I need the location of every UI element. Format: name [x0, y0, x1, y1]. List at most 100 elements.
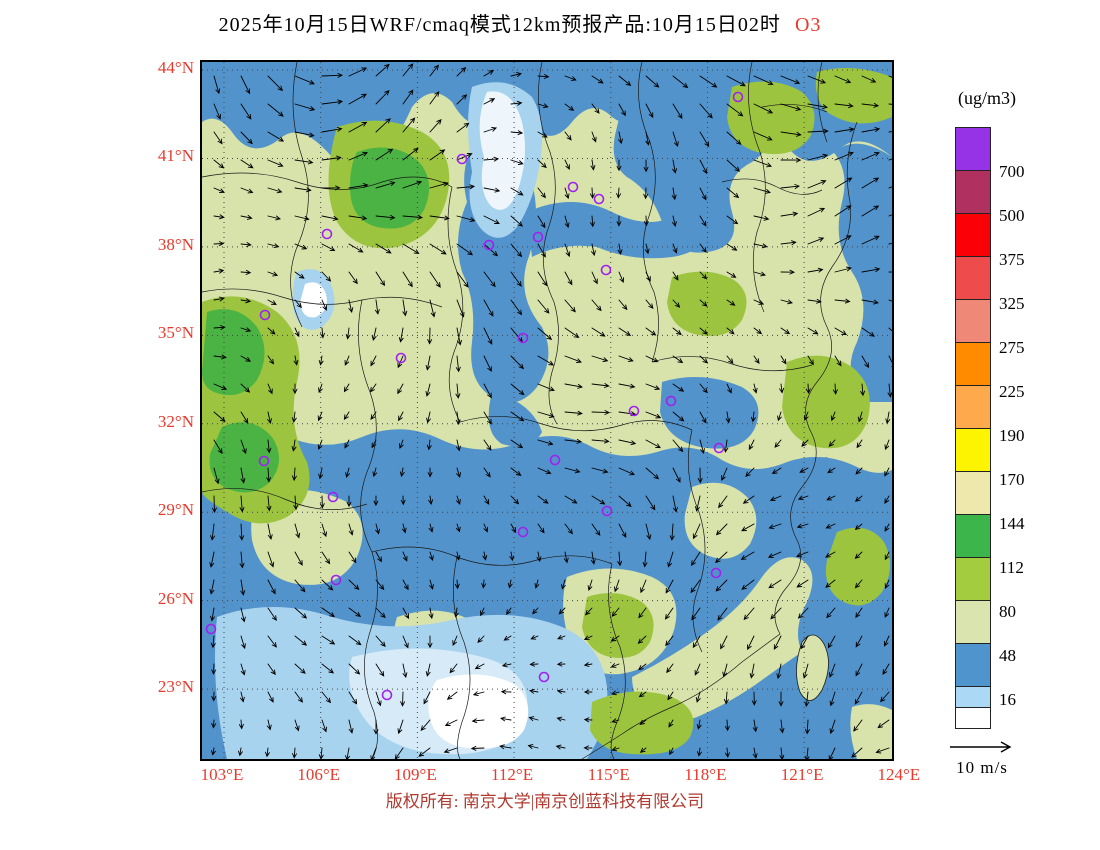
province-boundary — [202, 488, 368, 510]
lat-tick-label: 26°N — [157, 588, 194, 608]
station-marker — [593, 193, 605, 205]
legend-box — [955, 428, 991, 472]
province-boundary — [447, 186, 464, 423]
fill-region — [825, 527, 891, 606]
province-boundary — [371, 546, 613, 566]
legend-value-label: 700 — [999, 162, 1025, 181]
legend-box — [955, 600, 991, 644]
fill-region — [527, 202, 712, 259]
legend-box — [955, 170, 991, 214]
legend-value-label: 275 — [999, 338, 1025, 357]
province-boundary — [452, 556, 471, 759]
fill-region — [428, 674, 529, 749]
lat-tick-label: 41°N — [157, 146, 194, 166]
fill-region — [300, 282, 327, 318]
station-marker — [538, 671, 550, 683]
title-main: 2025年10月15日WRF/cmaq模式12km预报产品:10月15日02时 — [218, 14, 781, 36]
lon-tick-label: 112°E — [491, 765, 534, 784]
fill-region — [796, 634, 829, 701]
province-boundary — [202, 288, 443, 308]
station-marker — [321, 228, 333, 240]
title-pollutant: O3 — [794, 14, 822, 36]
legend-value-label: 170 — [999, 470, 1025, 489]
fill-region — [582, 593, 654, 658]
island-outline — [796, 634, 829, 701]
fill-region — [479, 91, 526, 210]
station-marker — [517, 332, 529, 344]
station-marker-layer — [205, 91, 744, 701]
lat-tick-label: 29°N — [157, 500, 194, 520]
legend-box — [955, 299, 991, 343]
legend-value-label: 144 — [999, 514, 1025, 533]
station-marker — [710, 567, 722, 579]
legend-value-label: 112 — [999, 558, 1024, 577]
fill-region — [684, 482, 757, 559]
legend-box — [955, 686, 991, 708]
legend-colorbar — [955, 127, 991, 729]
province-boundary — [651, 356, 813, 372]
legend-value-label: 48 — [999, 646, 1016, 665]
legend-box — [955, 213, 991, 257]
copyright-text: 版权所有: 南京大学|南京创蓝科技有限公司 — [385, 792, 705, 811]
fill-region — [632, 557, 813, 723]
legend-value-label: 16 — [999, 690, 1016, 709]
fill-region — [488, 392, 542, 447]
legend-value-label: 190 — [999, 426, 1025, 445]
legend-value-label: 325 — [999, 294, 1025, 313]
province-boundary — [638, 62, 659, 363]
province-boundary — [290, 62, 309, 328]
station-marker — [628, 405, 640, 417]
lat-tick-label: 23°N — [157, 677, 194, 697]
station-marker — [601, 505, 613, 517]
province-boundary — [358, 299, 378, 759]
fill-region — [209, 422, 280, 493]
station-marker — [567, 181, 579, 193]
station-marker — [327, 491, 339, 503]
lon-tick-label: 118°E — [684, 765, 727, 784]
station-marker — [381, 689, 393, 701]
station-marker — [205, 623, 217, 635]
province-boundary — [687, 429, 706, 653]
legend-box — [955, 471, 991, 515]
station-marker — [549, 454, 561, 466]
concentration-fill-layer — [202, 62, 892, 759]
province-boundary — [817, 62, 828, 143]
lon-tick-label: 121°E — [780, 765, 824, 784]
fill-region — [667, 271, 747, 337]
province-boundary — [721, 178, 823, 195]
legend-box — [955, 557, 991, 601]
forecast-map-svg — [202, 62, 892, 759]
forecast-map — [200, 60, 894, 761]
station-marker — [517, 526, 529, 538]
lat-tick-label: 35°N — [157, 323, 194, 343]
lon-tick-label: 103°E — [200, 765, 244, 784]
station-marker — [600, 264, 612, 276]
wind-vectors — [209, 63, 892, 759]
fill-region — [822, 142, 892, 402]
legend-box — [955, 127, 991, 171]
lat-tick-label: 32°N — [157, 411, 194, 431]
legend-box — [955, 342, 991, 386]
station-marker — [259, 309, 271, 321]
lat-tick-label: 38°N — [157, 234, 194, 254]
province-boundary — [608, 563, 626, 759]
fill-region — [782, 355, 870, 449]
legend-value-label: 225 — [999, 382, 1025, 401]
legend-value-label: 80 — [999, 602, 1016, 621]
fill-region — [350, 147, 430, 229]
lon-tick-label: 106°E — [297, 765, 341, 784]
legend-box — [955, 514, 991, 558]
province-boundary — [581, 121, 858, 759]
legend-box — [955, 385, 991, 429]
fill-region — [850, 704, 892, 759]
station-marker — [713, 442, 725, 454]
province-boundary — [761, 104, 828, 113]
fill-region — [660, 377, 759, 449]
lon-tick-label: 109°E — [394, 765, 437, 784]
lon-tick-label: 124°E — [877, 765, 921, 784]
wind-reference-arrow-icon — [950, 741, 1012, 753]
legend-units-label: (ug/m3) — [958, 88, 1016, 108]
province-boundary — [459, 416, 693, 432]
station-marker — [732, 91, 744, 103]
station-marker — [456, 153, 468, 165]
